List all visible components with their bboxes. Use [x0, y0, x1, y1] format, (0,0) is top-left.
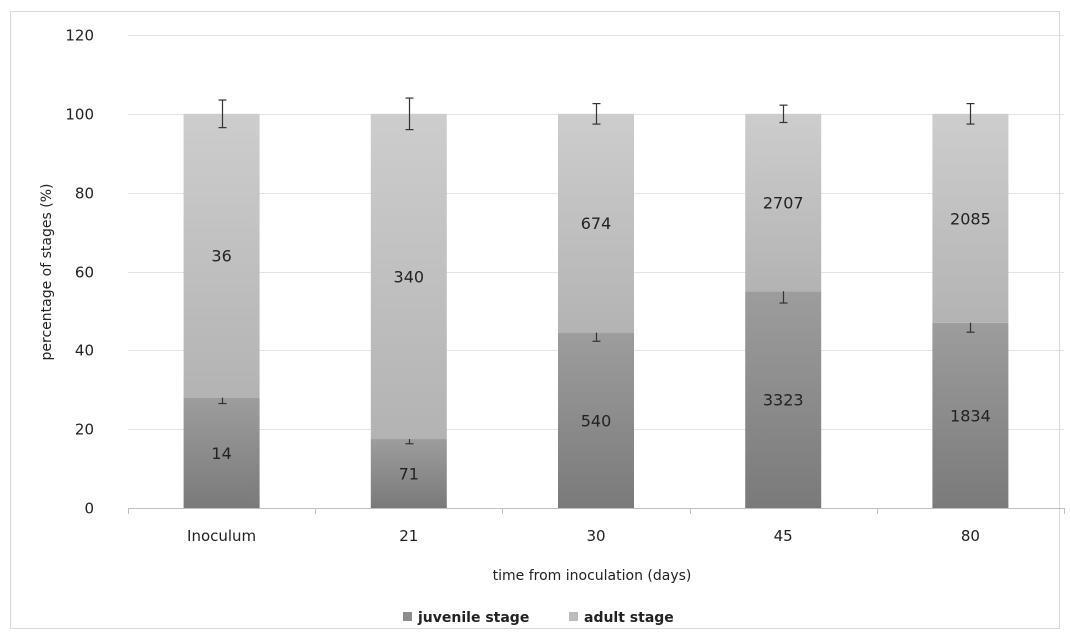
x-tick-label: 80 [961, 527, 980, 545]
bar-segment [745, 113, 822, 292]
data-label: 1834 [950, 406, 991, 425]
bar-segment [558, 332, 634, 508]
y-tick-label: 80 [75, 185, 94, 203]
x-axis-title: time from inoculation (days) [493, 568, 692, 584]
y-tick-label: 40 [75, 342, 94, 360]
bar-segment [932, 113, 1009, 323]
y-tick-label: 0 [84, 500, 94, 518]
y-tick-label: 20 [75, 421, 94, 439]
y-tick-label: 120 [65, 27, 94, 45]
bar-segment [932, 322, 1009, 508]
legend: juvenile stage adult stage [403, 610, 674, 626]
data-label: 2085 [950, 209, 991, 228]
data-label: 3323 [763, 391, 804, 410]
data-label: 36 [211, 247, 231, 266]
data-label: 674 [581, 214, 612, 233]
y-tick-label: 60 [75, 264, 94, 282]
x-tick-label: 21 [399, 527, 418, 545]
x-tick-label: Inoculum [187, 527, 256, 545]
data-label: 14 [211, 444, 231, 463]
legend-label: juvenile stage [417, 610, 529, 626]
y-axis-title: percentage of stages (%) [39, 184, 55, 361]
data-label: 2707 [763, 194, 804, 213]
data-label: 540 [581, 411, 612, 430]
legend-label: adult stage [584, 610, 674, 626]
x-tick-label: 30 [586, 527, 605, 545]
bar-segment [558, 113, 634, 333]
bar-segment [183, 113, 260, 398]
bar-segment [370, 113, 447, 440]
legend-swatch [569, 612, 578, 621]
bar-segment [183, 397, 260, 508]
x-tick-label: 45 [774, 527, 793, 545]
data-labels: 14 36 71 340 540 674 3323 2707 1834 2085 [211, 194, 990, 484]
chart-border [10, 11, 1060, 629]
axes: 0 20 40 60 80 100 120 Inoculum 21 30 45 80 [65, 27, 1065, 545]
bar-segment [370, 439, 447, 508]
data-label: 71 [399, 465, 419, 484]
legend-swatch [403, 612, 412, 621]
bar-segment [745, 291, 822, 508]
y-tick-label: 100 [65, 106, 94, 124]
data-label: 340 [394, 267, 425, 286]
bars [183, 97, 1009, 508]
